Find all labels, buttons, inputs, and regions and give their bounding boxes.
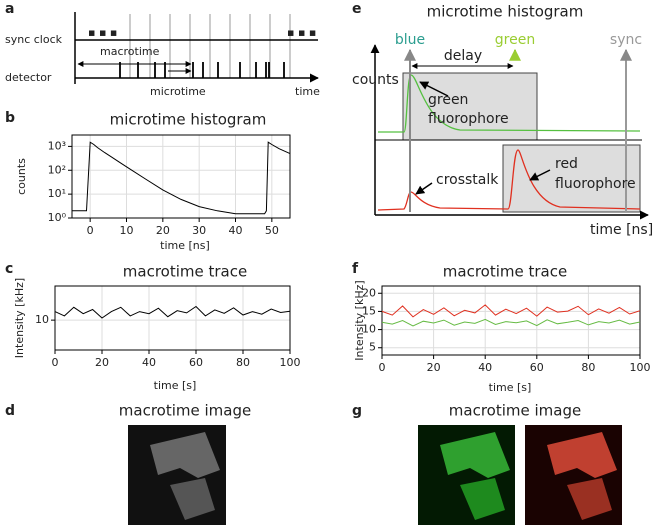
sync-ticks <box>129 14 291 78</box>
data-line <box>381 318 641 327</box>
panel-label: a <box>5 1 14 17</box>
annotation: red <box>555 156 578 172</box>
x-tick-label: 100 <box>280 356 301 369</box>
x-tick-label: 30 <box>192 224 206 237</box>
dots: ▪ ▪ ▪ <box>287 26 316 39</box>
panel-label: g <box>352 403 362 419</box>
x-tick-label: 20 <box>95 356 109 369</box>
cell <box>547 432 617 478</box>
x-axis-label: time [ns] <box>160 239 210 252</box>
macrotime-label: macrotime <box>100 45 160 58</box>
pointer <box>529 169 551 181</box>
data-line <box>381 304 641 318</box>
diagram-title: microtime histogram <box>427 3 584 21</box>
data-line <box>54 305 291 319</box>
x-tick-label: 80 <box>236 356 250 369</box>
sync-label: sync clock <box>5 33 63 46</box>
delay-label: delay <box>444 48 482 64</box>
chart-title: macrotime trace <box>443 263 567 281</box>
image-g: g macrotime image <box>352 402 622 525</box>
y-tick-label: 5 <box>369 341 376 354</box>
annotation: fluorophore <box>555 176 636 192</box>
detector-pulses <box>119 62 285 78</box>
cell <box>567 478 612 520</box>
panel-label: f <box>352 261 359 277</box>
cell <box>460 478 505 520</box>
diagram-e: e microtime histogram blue green sync de… <box>352 1 653 238</box>
image-title: macrotime image <box>119 402 251 420</box>
x-tick-label: 40 <box>478 361 492 374</box>
y-axis-label: Intensity [kHz] <box>353 280 366 360</box>
diagram-a: a sync clock detector macrotime microtim… <box>5 1 320 98</box>
cell <box>440 432 510 478</box>
x-tick-label: 60 <box>530 361 544 374</box>
panel-label: b <box>5 110 15 126</box>
panel-label: c <box>5 261 13 277</box>
x-axis-label: time [s] <box>489 381 532 394</box>
microtime-label: microtime <box>150 85 206 98</box>
detector-label: detector <box>5 71 52 84</box>
green-curve <box>378 74 641 133</box>
chart-title: macrotime trace <box>123 263 247 281</box>
dots: ▪ ▪ ▪ <box>88 26 117 39</box>
blue-label: blue <box>395 32 425 48</box>
green-label: green <box>495 32 535 48</box>
counts-label: counts <box>352 72 399 88</box>
y-tick-label: 10¹ <box>48 187 66 200</box>
plot-frame <box>71 134 291 219</box>
pointer <box>415 182 433 195</box>
x-axis-label: time [s] <box>154 379 197 392</box>
x-tick-label: 0 <box>379 361 386 374</box>
cell <box>150 432 220 478</box>
y-tick-label: 10² <box>48 163 66 176</box>
plot-frame <box>381 285 641 356</box>
image-d: d macrotime image <box>5 402 251 525</box>
box <box>502 144 641 213</box>
time-label: time <box>295 85 320 98</box>
cell <box>170 478 215 520</box>
y-tick-label: 10³ <box>48 139 66 152</box>
plot-frame <box>54 285 291 351</box>
x-tick-label: 50 <box>265 224 279 237</box>
x-tick-label: 100 <box>630 361 651 374</box>
annotation: crosstalk <box>436 172 499 188</box>
y-tick-label: 10 <box>362 323 376 336</box>
image-title: macrotime image <box>449 402 581 420</box>
y-axis-label: counts <box>15 158 28 195</box>
y-axis-label: Intensity [kHz] <box>13 278 26 358</box>
time-label: time [ns] <box>590 222 653 238</box>
red-curve <box>377 149 641 211</box>
x-tick-label: 0 <box>52 356 59 369</box>
panel-label: e <box>352 1 362 17</box>
x-tick-label: 10 <box>120 224 134 237</box>
x-tick-label: 40 <box>142 356 156 369</box>
y-tick-label: 20 <box>362 286 376 299</box>
sync-label: sync <box>610 32 642 48</box>
x-tick-label: 60 <box>189 356 203 369</box>
x-tick-label: 0 <box>87 224 94 237</box>
data-line <box>72 141 291 215</box>
x-tick-label: 20 <box>156 224 170 237</box>
x-tick-label: 20 <box>427 361 441 374</box>
y-tick-label: 10⁰ <box>48 211 67 224</box>
x-tick-label: 80 <box>581 361 595 374</box>
y-tick-label: 15 <box>362 304 376 317</box>
pointer <box>419 81 449 97</box>
annotation: fluorophore <box>428 111 509 127</box>
annotation: green <box>428 92 468 108</box>
y-tick-label: 10 <box>35 313 49 326</box>
panel-label: d <box>5 403 15 419</box>
x-tick-label: 40 <box>229 224 243 237</box>
chart-title: microtime histogram <box>110 111 267 129</box>
